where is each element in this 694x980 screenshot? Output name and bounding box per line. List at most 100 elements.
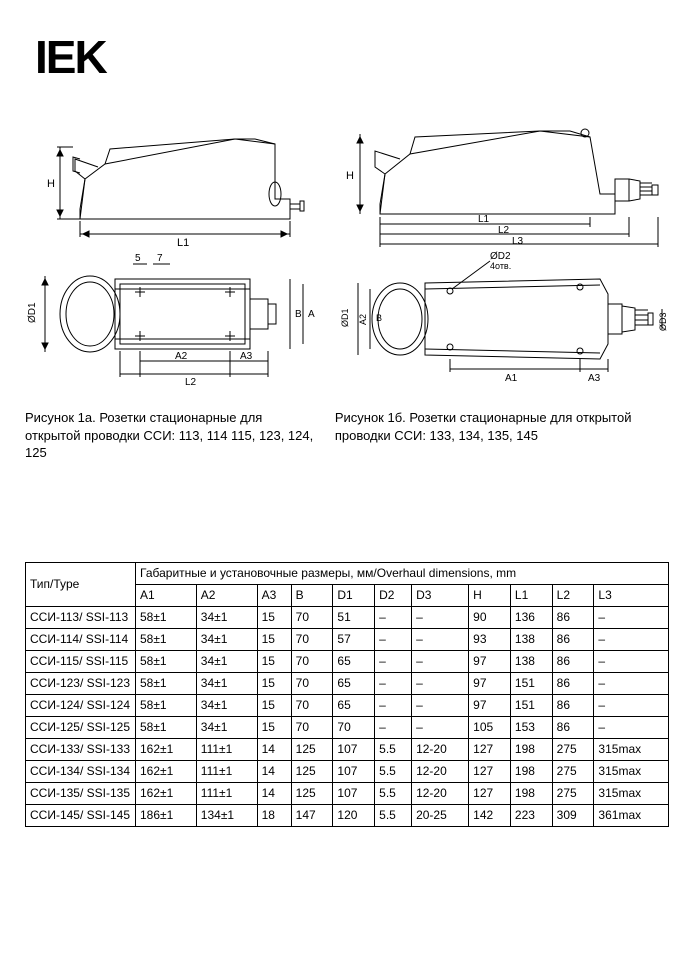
table-row: ССИ-145/ SSI-145186±1134±1181471205.520-… <box>26 804 669 826</box>
table-row: ССИ-135/ SSI-135162±1111±1141251075.512-… <box>26 782 669 804</box>
col-header: D3 <box>412 584 469 606</box>
cell-value: 138 <box>510 628 552 650</box>
drawing-1a-column: H L1 <box>25 109 325 399</box>
cell-value: 127 <box>469 782 511 804</box>
dim-label: L1 <box>478 214 490 225</box>
cell-value: 153 <box>510 716 552 738</box>
cell-value: 51 <box>333 606 375 628</box>
cell-value: 12-20 <box>412 760 469 782</box>
cell-value: 65 <box>333 672 375 694</box>
cell-value: 70 <box>291 606 333 628</box>
cell-value: – <box>375 650 412 672</box>
cell-value: – <box>412 694 469 716</box>
cell-value: 162±1 <box>136 738 197 760</box>
cell-type: ССИ-133/ SSI-133 <box>26 738 136 760</box>
cell-value: 34±1 <box>196 672 257 694</box>
cell-value: 34±1 <box>196 716 257 738</box>
cell-value: 34±1 <box>196 606 257 628</box>
drawing-1b-top: ØD2 4отв. ØD1 A2 B A1 A3 ØD3 <box>340 249 680 399</box>
cell-value: 125 <box>291 760 333 782</box>
drawing-1a-top: ØD1 5 7 A2 A3 L2 B A <box>25 249 325 399</box>
cell-value: 223 <box>510 804 552 826</box>
table-row: ССИ-133/ SSI-133162±1111±1141251075.512-… <box>26 738 669 760</box>
cell-value: 151 <box>510 672 552 694</box>
brand-logo: IEK <box>35 30 669 84</box>
table-row: ССИ-114/ SSI-11458±134±1157057––9313886– <box>26 628 669 650</box>
dim-label: A3 <box>588 373 601 384</box>
cell-value: 275 <box>552 760 594 782</box>
cell-type: ССИ-114/ SSI-114 <box>26 628 136 650</box>
cell-value: 125 <box>291 738 333 760</box>
col-header: L1 <box>510 584 552 606</box>
cell-value: 162±1 <box>136 760 197 782</box>
dim-label: L1 <box>177 237 189 249</box>
cell-value: – <box>594 694 669 716</box>
cell-value: 65 <box>333 650 375 672</box>
cell-value: 20-25 <box>412 804 469 826</box>
drawing-1b-column: H L1 L2 L3 <box>340 109 680 399</box>
cell-value: 65 <box>333 694 375 716</box>
cell-value: 138 <box>510 650 552 672</box>
cell-value: – <box>594 650 669 672</box>
dim-label: A2 <box>358 314 368 325</box>
caption-1a: Рисунок 1а. Розетки стационарные для отк… <box>25 409 320 462</box>
table-row: ССИ-134/ SSI-134162±1111±1141251075.512-… <box>26 760 669 782</box>
table-row: ССИ-124/ SSI-12458±134±1157065––9715186– <box>26 694 669 716</box>
cell-value: 315max <box>594 760 669 782</box>
cell-type: ССИ-113/ SSI-113 <box>26 606 136 628</box>
cell-value: 136 <box>510 606 552 628</box>
cell-value: 97 <box>469 694 511 716</box>
cell-value: 97 <box>469 650 511 672</box>
cell-value: 70 <box>291 694 333 716</box>
cell-value: 142 <box>469 804 511 826</box>
cell-value: – <box>412 650 469 672</box>
cell-value: 58±1 <box>136 716 197 738</box>
cell-value: 198 <box>510 760 552 782</box>
col-header-type: Тип/Type <box>26 562 136 606</box>
cell-value: 14 <box>257 760 291 782</box>
dim-label: 7 <box>157 253 163 264</box>
cell-value: 14 <box>257 782 291 804</box>
cell-value: – <box>412 606 469 628</box>
dim-label: H <box>47 178 55 190</box>
dim-label: ØD3 <box>658 312 668 331</box>
table-row: ССИ-113/ SSI-11358±134±1157051––9013686– <box>26 606 669 628</box>
cell-value: 111±1 <box>196 782 257 804</box>
dim-label: 5 <box>135 253 141 264</box>
cell-value: 5.5 <box>375 782 412 804</box>
captions-row: Рисунок 1а. Розетки стационарные для отк… <box>25 409 669 462</box>
table-row: ССИ-123/ SSI-12358±134±1157065––9715186– <box>26 672 669 694</box>
cell-value: – <box>412 672 469 694</box>
cell-value: 15 <box>257 694 291 716</box>
cell-value: 15 <box>257 672 291 694</box>
cell-value: 315max <box>594 738 669 760</box>
col-header: B <box>291 584 333 606</box>
cell-value: 309 <box>552 804 594 826</box>
dim-label: L2 <box>185 377 197 388</box>
cell-value: 5.5 <box>375 804 412 826</box>
cell-value: 111±1 <box>196 738 257 760</box>
cell-value: 97 <box>469 672 511 694</box>
cell-value: 15 <box>257 606 291 628</box>
cell-value: 15 <box>257 716 291 738</box>
drawing-1b-side: H L1 L2 L3 <box>340 109 680 249</box>
cell-value: 147 <box>291 804 333 826</box>
caption-1b: Рисунок 1б. Розетки стационарные для отк… <box>335 409 669 462</box>
cell-value: 86 <box>552 606 594 628</box>
dim-label: A2 <box>175 351 188 362</box>
cell-value: 125 <box>291 782 333 804</box>
cell-value: 134±1 <box>196 804 257 826</box>
table-row: ССИ-115/ SSI-11558±134±1157065––9713886– <box>26 650 669 672</box>
cell-value: 107 <box>333 760 375 782</box>
col-header: D1 <box>333 584 375 606</box>
cell-value: 15 <box>257 650 291 672</box>
cell-value: 34±1 <box>196 628 257 650</box>
cell-value: 70 <box>291 650 333 672</box>
cell-value: 275 <box>552 782 594 804</box>
cell-value: 90 <box>469 606 511 628</box>
cell-value: 198 <box>510 782 552 804</box>
cell-type: ССИ-134/ SSI-134 <box>26 760 136 782</box>
cell-value: 12-20 <box>412 782 469 804</box>
table-row: ССИ-125/ SSI-12558±134±1157070––10515386… <box>26 716 669 738</box>
cell-value: 18 <box>257 804 291 826</box>
